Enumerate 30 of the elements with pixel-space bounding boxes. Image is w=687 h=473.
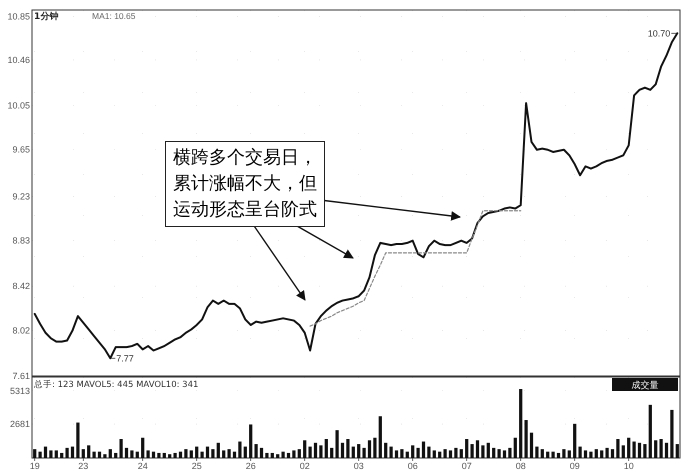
x-tick-label: 07	[462, 461, 472, 471]
annotation: 成交量	[632, 380, 658, 391]
y-tick-label: 8.02	[12, 326, 30, 336]
x-tick-label: 06	[408, 461, 418, 471]
annotation: MA1: 10.65	[92, 11, 136, 21]
annotation: 总手: 123 MAVOL5: 445 MAVOL10: 341	[33, 379, 198, 390]
y-tick-label: 2681	[10, 419, 30, 430]
x-tick-label: 26	[246, 461, 256, 471]
x-tick-label: 25	[192, 461, 202, 471]
y-tick-label: 10.46	[7, 54, 30, 65]
x-tick-label: 02	[300, 461, 310, 471]
annotation: 10.70	[648, 28, 670, 38]
y-tick-label: 8.42	[12, 281, 30, 292]
y-tick-label: 7.61	[12, 371, 30, 381]
y-tick-label: 5313	[10, 386, 30, 396]
x-tick-label: 10	[624, 461, 634, 471]
y-tick-label: 9.65	[12, 144, 30, 155]
x-tick-label: 23	[78, 461, 88, 471]
x-tick-label: 09	[570, 461, 580, 471]
annotation: 横跨多个交易日，累计涨幅不大，但运动形态呈台阶式	[165, 141, 325, 227]
x-tick-label: 08	[516, 461, 526, 471]
annotation: 7.77	[116, 353, 134, 364]
y-tick-label: 8.83	[12, 236, 30, 246]
x-tick-label: 03	[354, 461, 364, 471]
y-tick-label: 10.85	[7, 12, 30, 22]
y-tick-label: 9.23	[12, 191, 30, 202]
x-tick-label: 24	[138, 461, 148, 471]
y-tick-label: 10.05	[7, 100, 30, 110]
annotation: 1分钟	[34, 11, 58, 22]
x-tick-label: 19	[30, 461, 40, 471]
